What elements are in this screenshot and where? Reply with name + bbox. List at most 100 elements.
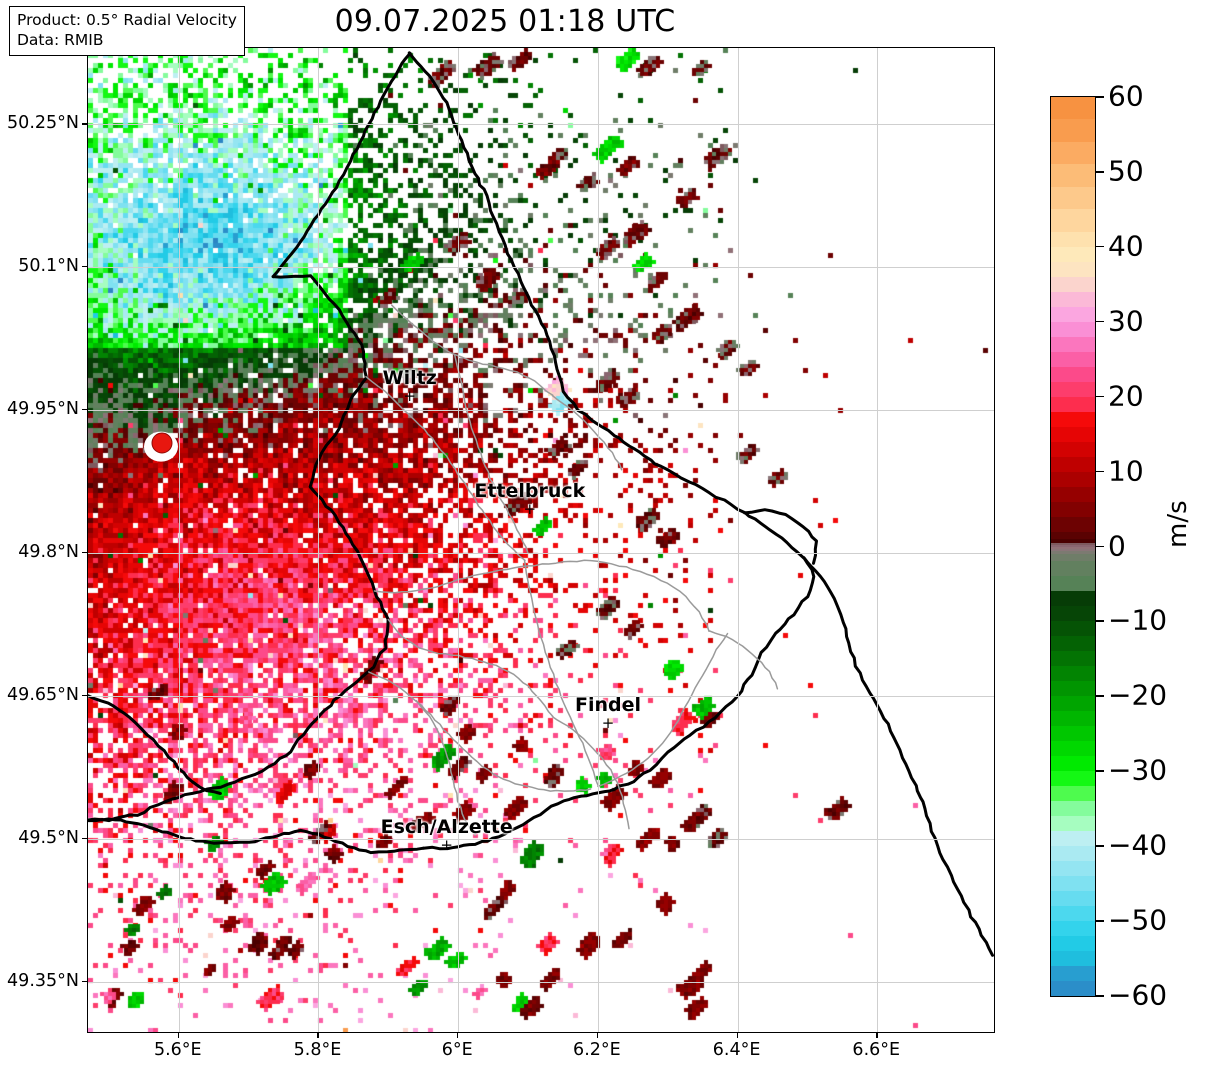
colorbar-tick-label: 30: [1108, 304, 1144, 338]
colorbar-segment: [1051, 801, 1095, 817]
colorbar-segment: [1051, 97, 1095, 121]
colorbar-segment: [1051, 861, 1095, 877]
colorbar-tick: [1096, 245, 1104, 248]
x-axis-tick-label: 6.6°E: [852, 1040, 901, 1060]
colorbar-segment: [1051, 666, 1095, 682]
colorbar-unit-label: m/s: [1163, 500, 1193, 548]
colorbar-tick-label: −50: [1108, 903, 1168, 937]
colorbar-segment: [1051, 366, 1095, 383]
colorbar-segment: [1051, 486, 1095, 503]
colorbar-segment: [1051, 981, 1095, 996]
colorbar-segment: [1051, 741, 1095, 757]
colorbar-segment: [1051, 396, 1095, 413]
colorbar-segment: [1051, 831, 1095, 847]
colorbar-tick-label: −40: [1108, 828, 1168, 862]
x-axis-tick-label: 6°E: [441, 1040, 473, 1060]
colorbar-segment: [1051, 441, 1095, 458]
x-axis-tick: [317, 1033, 319, 1038]
colorbar-segment: [1051, 321, 1095, 338]
border-france-south: [88, 817, 425, 855]
colorbar-segment: [1051, 816, 1095, 832]
canton-boundary-9: [551, 716, 630, 830]
colorbar-tick: [1096, 545, 1104, 548]
map-plot-area[interactable]: [87, 47, 995, 1033]
colorbar[interactable]: [1050, 96, 1096, 997]
colorbar-segment: [1051, 606, 1095, 622]
colorbar-segment: [1051, 756, 1095, 772]
colorbar-segment: [1051, 546, 1095, 550]
colorbar-segment: [1051, 550, 1095, 555]
colorbar-segment: [1051, 621, 1095, 637]
colorbar-segment: [1051, 531, 1095, 540]
colorbar-tick: [1096, 695, 1104, 697]
gridline-horizontal: [88, 267, 994, 268]
border-luxembourg-west: [88, 274, 390, 823]
colorbar-tick-label: −30: [1108, 753, 1168, 787]
colorbar-segment: [1051, 141, 1095, 165]
y-axis-tick-label: 50.1°N: [18, 256, 79, 277]
gridline-vertical: [738, 48, 739, 1032]
colorbar-segment: [1051, 906, 1095, 922]
gridline-horizontal: [88, 124, 994, 125]
colorbar-segment: [1051, 381, 1095, 398]
colorbar-tick: [1096, 96, 1104, 98]
x-axis-tick-label: 5.8°E: [293, 1040, 342, 1060]
colorbar-segment: [1051, 553, 1095, 563]
colorbar-tick-label: 40: [1108, 229, 1144, 263]
product-info-box: Product: 0.5° Radial Velocity Data: RMIB: [9, 6, 245, 56]
colorbar-segment: [1051, 501, 1095, 518]
colorbar-segment: [1051, 119, 1095, 143]
y-axis-tick-label: 49.95°N: [7, 399, 79, 419]
gridline-vertical: [598, 48, 599, 1032]
canton-boundary-11: [551, 394, 623, 471]
geography-overlay: [88, 51, 994, 957]
colorbar-segment: [1051, 966, 1095, 982]
colorbar-segment: [1051, 876, 1095, 892]
x-axis-tick-label: 6.2°E: [573, 1040, 621, 1060]
colorbar-segment: [1051, 246, 1095, 263]
colorbar-tick: [1096, 470, 1104, 473]
colorbar-segment: [1051, 539, 1095, 544]
x-axis-tick-label: 5.6°E: [153, 1040, 202, 1060]
y-axis-tick-label: 50.25°N: [7, 113, 79, 134]
x-axis-tick: [736, 1033, 738, 1038]
colorbar-segment: [1051, 921, 1095, 937]
border-belgium-germany-north: [271, 51, 412, 279]
colorbar-segment: [1051, 306, 1095, 323]
colorbar-segment: [1051, 786, 1095, 802]
canton-boundary-1: [453, 354, 529, 555]
colorbar-segment: [1051, 636, 1095, 652]
gridline-horizontal: [88, 553, 994, 554]
radar-velocity-layer: [88, 48, 994, 1032]
y-axis-tick: [82, 409, 87, 411]
colorbar-segment: [1051, 276, 1095, 293]
canton-boundary-2: [365, 375, 526, 562]
colorbar-segment: [1051, 186, 1095, 210]
colorbar-segment: [1051, 846, 1095, 862]
radar-site-marker[interactable]: [151, 432, 173, 454]
colorbar-segment: [1051, 771, 1095, 787]
gridline-horizontal: [88, 696, 994, 697]
canton-boundary-0: [391, 304, 554, 397]
gridline-vertical: [458, 48, 459, 1032]
gridline-vertical: [318, 48, 319, 1032]
y-axis-tick-label: 49.8°N: [18, 541, 79, 562]
colorbar-tick: [1096, 995, 1104, 997]
border-belgium-west: [88, 694, 222, 795]
y-axis-tick: [82, 551, 87, 554]
colorbar-segment: [1051, 545, 1095, 548]
x-axis-tick: [596, 1033, 599, 1038]
canton-boundary-8: [415, 699, 477, 837]
colorbar-segment: [1051, 336, 1095, 353]
colorbar-segment: [1051, 291, 1095, 308]
x-axis-tick: [457, 1033, 459, 1038]
colorbar-segment: [1051, 209, 1095, 233]
colorbar-tick: [1096, 920, 1104, 922]
colorbar-segment: [1051, 936, 1095, 952]
colorbar-segment: [1051, 576, 1095, 593]
canton-boundary-10: [708, 630, 779, 690]
gridline-horizontal: [88, 839, 994, 840]
colorbar-segment: [1051, 261, 1095, 278]
colorbar-tick-label: 10: [1108, 454, 1144, 488]
y-axis-tick: [82, 980, 87, 982]
